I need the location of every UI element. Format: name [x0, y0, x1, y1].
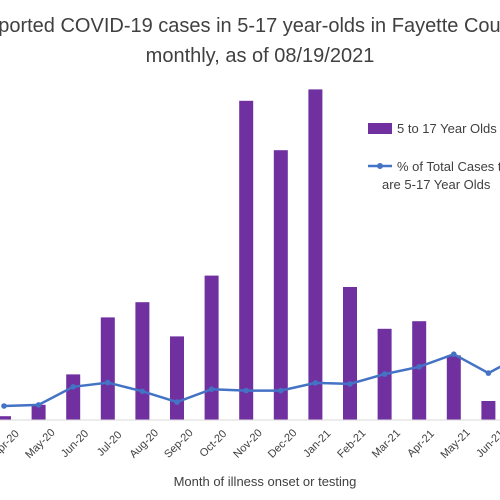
- line-point-Feb-21: [347, 381, 353, 387]
- line-point-Apr-21: [416, 364, 423, 370]
- x-tick-label: Sep-20: [162, 427, 196, 461]
- legend-line-label-line1: % of Total Cases that: [397, 159, 500, 174]
- line-point-Aug-20: [139, 388, 146, 395]
- x-tick-label: Aug-20: [127, 427, 161, 461]
- bar-May-21: [446, 355, 461, 420]
- bar-Nov-20: [239, 100, 254, 421]
- bar-Aug-20: [135, 302, 150, 420]
- line-point-Jun-21: [485, 370, 492, 376]
- line-path: [3, 352, 500, 408]
- x-tick-label: Jun-21: [474, 428, 500, 460]
- bar-May-20: [31, 404, 46, 420]
- x-tick-label: Jul-20: [95, 429, 125, 459]
- line-point-Jan-21: [312, 380, 319, 386]
- line-point-Dec-20: [278, 387, 284, 394]
- bar-Feb-21: [343, 287, 357, 420]
- bar-Sep-20: [170, 336, 184, 420]
- x-tick-label: Jan-21: [301, 428, 333, 460]
- bar-Oct-20: [204, 275, 219, 420]
- chart-title-line2: monthly, as of 08/19/2021: [146, 45, 375, 67]
- bar-Jun-21: [481, 401, 496, 420]
- line-point-Oct-20: [208, 386, 215, 393]
- legend: 5 to 17 Year Olds % of Total Cases that …: [368, 121, 500, 192]
- line-point-Apr-20: [1, 403, 7, 409]
- line-point-May-21: [451, 351, 457, 358]
- bar-Apr-21: [412, 321, 427, 420]
- x-tick-label: Dec-20: [266, 427, 300, 461]
- x-tick-label: Mar-21: [370, 427, 403, 460]
- x-tick-label: Jun-20: [59, 428, 91, 460]
- legend-line-label-line2: are 5-17 Year Olds: [382, 177, 491, 192]
- x-tick-label: Feb-21: [335, 427, 368, 460]
- x-axis-label: Month of illness onset or testing: [174, 474, 357, 489]
- bar-series: [0, 89, 496, 421]
- legend-line-marker: [377, 163, 383, 169]
- line-point-May-20: [35, 402, 42, 408]
- legend-bar-label: 5 to 17 Year Olds: [397, 121, 497, 136]
- x-tick-label: May-21: [438, 427, 472, 461]
- line-point-Jul-20: [105, 379, 111, 386]
- line-point-Sep-20: [174, 399, 180, 405]
- x-tick-label: Apr-20: [0, 428, 22, 460]
- line-point-Nov-20: [243, 387, 249, 394]
- line-point-Jun-20: [70, 384, 76, 390]
- bar-Apr-20: [0, 416, 11, 420]
- chart-title-line1: Reported COVID-19 cases in 5-17 year-old…: [0, 15, 500, 37]
- bar-Dec-20: [273, 150, 288, 420]
- bar-Jan-21: [308, 89, 323, 421]
- x-tick-label: Nov-20: [231, 427, 265, 461]
- bar-Jul-20: [100, 317, 115, 420]
- line-point-Mar-21: [381, 371, 388, 377]
- line-series: [1, 351, 500, 409]
- x-tick-labels: Apr-20 May-20 Jun-20 Jul-20 Aug-20 Sep-20 Oct-…: [0, 427, 500, 461]
- legend-bar-swatch: [368, 123, 392, 134]
- x-tick-label: May-20: [23, 427, 57, 461]
- x-tick-label: Oct-20: [198, 428, 230, 460]
- x-tick-label: Apr-21: [405, 428, 437, 460]
- bar-Jun-20: [66, 374, 81, 420]
